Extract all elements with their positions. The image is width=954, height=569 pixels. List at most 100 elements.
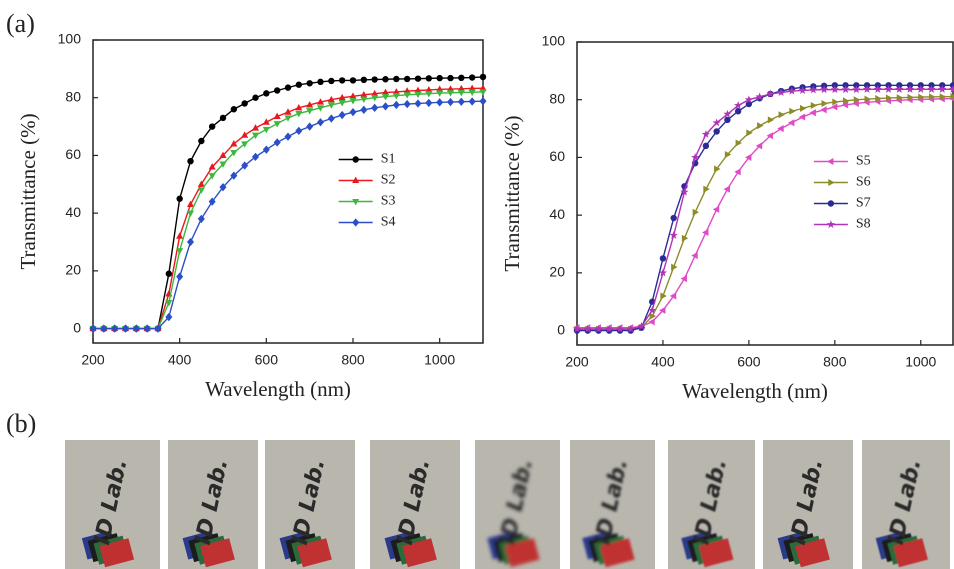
data-point: [403, 92, 411, 99]
data-point: [744, 95, 753, 104]
data-point: [262, 126, 270, 134]
data-point: [767, 116, 775, 124]
data-point: [702, 142, 710, 150]
data-point: [735, 139, 742, 147]
data-point: [702, 228, 709, 236]
y-tick-label: 20: [65, 262, 81, 278]
data-point: [425, 98, 433, 108]
y-tick-label: 0: [557, 321, 565, 337]
data-point: [659, 255, 667, 262]
x-tick-label: 600: [255, 352, 279, 368]
legend-marker: [352, 218, 360, 227]
data-point: [360, 105, 368, 114]
legend-marker: [827, 200, 835, 207]
y-tick-label: 40: [65, 204, 81, 220]
y-tick-label: 20: [549, 264, 565, 280]
data-point: [262, 145, 270, 154]
data-point: [165, 270, 173, 277]
data-point: [251, 152, 260, 162]
data-point: [626, 324, 635, 333]
data-point: [252, 94, 259, 101]
data-point: [681, 234, 689, 242]
data-point: [392, 93, 400, 100]
data-point: [349, 98, 357, 105]
data-point: [338, 110, 346, 120]
data-point: [712, 205, 720, 213]
data-point: [306, 101, 314, 108]
data-point: [713, 128, 720, 135]
data-point: [219, 114, 227, 122]
data-point: [810, 101, 818, 110]
y-axis-title: Transmittance (%): [16, 113, 40, 269]
data-point: [842, 82, 849, 89]
data-point: [425, 75, 433, 82]
data-point: [317, 78, 324, 86]
data-point: [414, 91, 422, 99]
data-point: [381, 102, 390, 111]
data-point: [907, 93, 914, 101]
data-point: [830, 85, 839, 94]
logo-block: [698, 538, 734, 568]
logo-block: [297, 538, 332, 568]
data-point: [208, 173, 216, 180]
legend-label: S3: [381, 194, 396, 209]
data-point: [660, 292, 667, 300]
data-point: [798, 113, 806, 121]
data-point: [821, 99, 828, 107]
x-axis-title: Wavelength (nm): [682, 379, 828, 403]
data-point: [745, 153, 752, 161]
y-tick-label: 80: [549, 90, 565, 106]
data-point: [832, 98, 839, 106]
data-point: [273, 138, 281, 147]
data-point: [111, 324, 119, 333]
data-point: [691, 252, 698, 260]
data-point: [778, 111, 785, 119]
legend-label: S4: [381, 215, 396, 230]
data-point: [918, 93, 925, 101]
data-point: [198, 137, 205, 145]
data-point: [830, 103, 838, 111]
data-point: [186, 200, 195, 208]
data-point: [403, 75, 411, 83]
data-point: [316, 98, 325, 105]
data-point: [670, 214, 677, 222]
y-tick-label: 100: [58, 31, 82, 47]
data-point: [436, 98, 444, 107]
data-point: [143, 324, 151, 333]
data-point: [680, 275, 687, 283]
legend-label: S1: [381, 152, 396, 167]
x-tick-label: 400: [651, 354, 675, 370]
logo-block: [99, 538, 135, 568]
legend-label: S5: [856, 154, 871, 169]
data-point: [197, 187, 205, 194]
data-point: [328, 77, 335, 85]
data-point: [479, 89, 487, 96]
x-tick-label: 200: [565, 354, 589, 370]
data-point: [284, 84, 292, 91]
data-point: [648, 306, 657, 314]
data-point: [852, 85, 861, 94]
data-point: [327, 95, 335, 103]
legend-marker: [352, 198, 360, 206]
data-point: [755, 92, 764, 101]
data-point: [864, 95, 871, 103]
data-point: [852, 99, 859, 107]
data-point: [777, 88, 786, 96]
data-point: [414, 86, 422, 94]
data-point: [414, 99, 422, 108]
data-point: [788, 119, 795, 127]
data-point: [669, 292, 677, 300]
series-line: [577, 95, 954, 330]
data-point: [895, 85, 904, 93]
data-point: [284, 132, 292, 141]
data-point: [371, 95, 379, 102]
data-point: [241, 100, 248, 107]
x-tick-label: 200: [81, 352, 105, 368]
data-point: [176, 272, 184, 281]
data-point: [884, 85, 893, 93]
data-point: [241, 161, 249, 170]
data-point: [787, 86, 796, 95]
plot-frame: [576, 41, 954, 346]
data-point: [425, 91, 433, 98]
